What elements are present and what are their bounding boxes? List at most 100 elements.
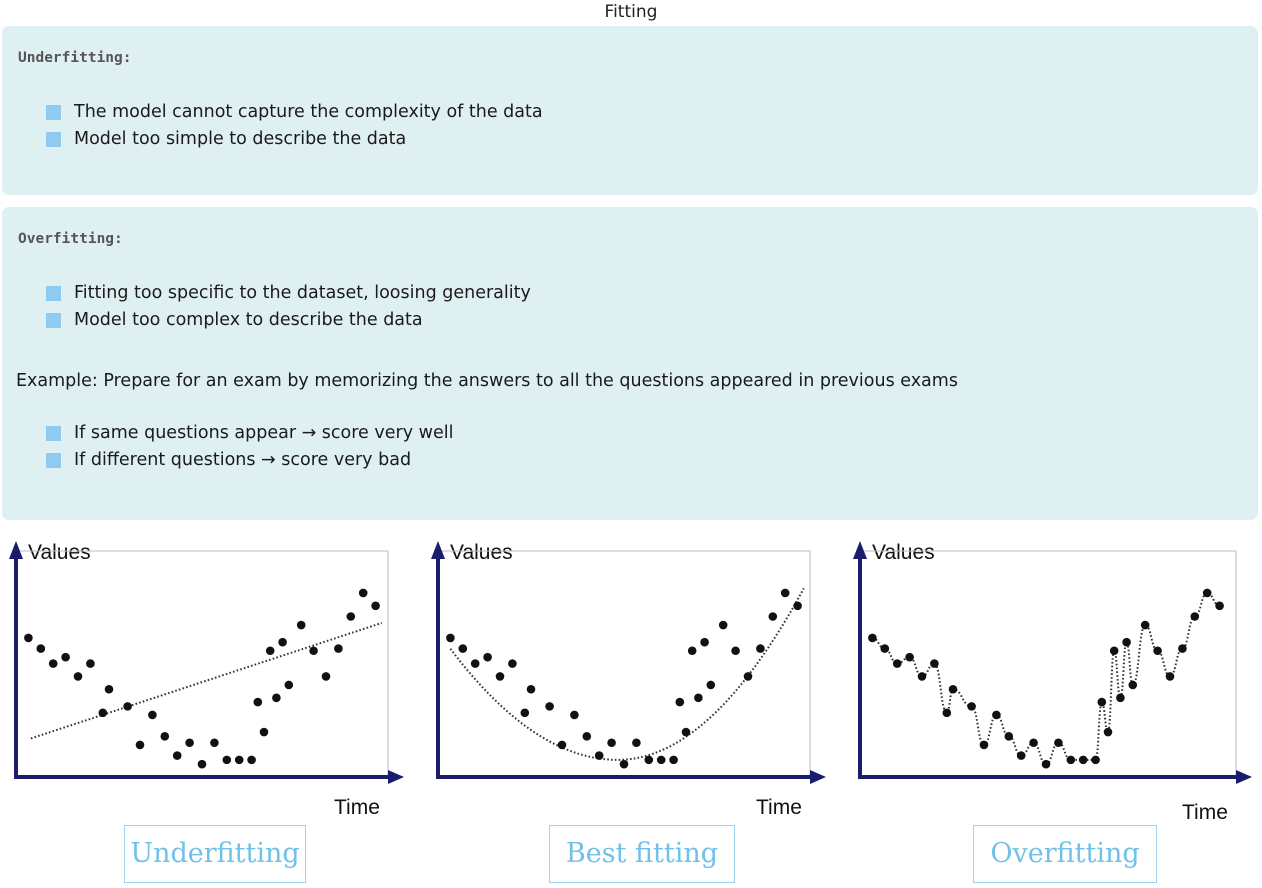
data-point bbox=[1091, 755, 1100, 765]
data-point bbox=[675, 697, 685, 707]
bullet-text: Model too complex to describe the data bbox=[74, 310, 423, 330]
underfitting-plot: Values Time bbox=[6, 535, 406, 820]
data-point bbox=[278, 637, 287, 647]
data-point bbox=[334, 644, 343, 653]
overfitting-plot-svg: Values Time bbox=[853, 541, 1252, 820]
square-bullet-icon bbox=[46, 105, 61, 120]
data-point bbox=[446, 633, 455, 643]
page-title: Fitting bbox=[604, 2, 658, 22]
data-point bbox=[135, 740, 145, 750]
data-point bbox=[1122, 637, 1131, 647]
data-point bbox=[272, 693, 281, 703]
x-axis-label: Time bbox=[1182, 801, 1228, 820]
data-point bbox=[1190, 612, 1200, 621]
y-axis-arrow-icon bbox=[9, 541, 23, 559]
data-point bbox=[24, 633, 33, 643]
square-bullet-icon bbox=[46, 132, 61, 147]
data-point bbox=[1041, 759, 1051, 769]
x-axis-arrow-icon bbox=[388, 770, 404, 784]
data-point bbox=[1202, 588, 1212, 598]
data-point bbox=[309, 646, 318, 656]
data-point bbox=[756, 644, 765, 653]
data-point bbox=[265, 646, 275, 656]
data-point bbox=[358, 588, 368, 598]
list-item: Model too complex to describe the data bbox=[46, 307, 531, 334]
data-point bbox=[967, 702, 976, 711]
data-point bbox=[1054, 738, 1063, 748]
data-point bbox=[905, 652, 914, 662]
data-point bbox=[917, 672, 927, 681]
x-axis-arrow-icon bbox=[810, 770, 826, 784]
best-fitting-plot-svg: Values Time bbox=[431, 541, 826, 819]
plot-frame bbox=[437, 550, 811, 778]
data-point bbox=[706, 680, 716, 690]
data-point bbox=[296, 620, 306, 630]
data-point bbox=[1178, 644, 1187, 653]
square-bullet-icon bbox=[46, 426, 61, 441]
data-point bbox=[458, 644, 468, 653]
bullet-text: Fitting too specific to the dataset, loo… bbox=[74, 283, 531, 303]
overfitting-plot: Values Time bbox=[850, 535, 1255, 820]
data-point bbox=[1097, 697, 1107, 707]
square-bullet-icon bbox=[46, 286, 61, 301]
bullet-text: If different questions → score very bad bbox=[74, 450, 412, 470]
data-point bbox=[61, 652, 70, 662]
data-point bbox=[197, 759, 207, 769]
data-point bbox=[1165, 672, 1175, 681]
data-point bbox=[160, 732, 170, 741]
x-axis-label: Time bbox=[756, 796, 802, 819]
square-bullet-icon bbox=[46, 453, 61, 468]
underfitting-plot-svg: Values Time bbox=[9, 541, 404, 819]
data-point bbox=[743, 672, 753, 681]
example-bullet-list: If same questions appear → score very we… bbox=[46, 420, 453, 474]
data-point bbox=[86, 659, 95, 668]
data-point bbox=[104, 684, 114, 694]
x-axis-label: Time bbox=[334, 796, 380, 819]
data-point bbox=[520, 708, 530, 718]
list-item: Model too simple to describe the data bbox=[46, 126, 543, 153]
underfitting-caption: Underfitting bbox=[124, 825, 306, 883]
underfitting-box: Underfitting: The model cannot capture t… bbox=[2, 26, 1258, 195]
list-item: If same questions appear → score very we… bbox=[46, 420, 453, 447]
data-point bbox=[1128, 680, 1138, 690]
data-point bbox=[700, 637, 709, 647]
y-axis-label: Values bbox=[450, 541, 513, 564]
data-point bbox=[992, 710, 1001, 720]
data-point bbox=[656, 755, 666, 765]
data-point bbox=[253, 697, 263, 707]
example-text: Example: Prepare for an exam by memorizi… bbox=[16, 371, 958, 391]
data-point bbox=[526, 684, 536, 694]
y-axis-label: Values bbox=[28, 541, 91, 564]
data-point bbox=[1109, 646, 1119, 656]
data-point bbox=[557, 740, 567, 750]
data-point bbox=[495, 672, 505, 681]
square-bullet-icon bbox=[46, 313, 61, 328]
data-point bbox=[508, 659, 517, 668]
underfitting-bullet-list: The model cannot capture the complexity … bbox=[46, 99, 543, 153]
data-point bbox=[36, 644, 46, 653]
data-point bbox=[793, 601, 802, 611]
data-point bbox=[718, 620, 728, 630]
data-point bbox=[1066, 755, 1076, 765]
data-point bbox=[247, 755, 256, 765]
data-point bbox=[1103, 727, 1113, 737]
data-point bbox=[1029, 738, 1038, 748]
data-point bbox=[619, 759, 629, 769]
data-point bbox=[210, 738, 219, 748]
overfitting-caption: Overfitting bbox=[973, 825, 1157, 883]
data-point bbox=[172, 751, 182, 760]
linear-fit-line bbox=[30, 621, 383, 740]
data-point bbox=[731, 646, 740, 656]
data-point bbox=[780, 588, 790, 598]
data-point bbox=[483, 652, 492, 662]
data-point bbox=[1153, 646, 1162, 656]
data-point bbox=[321, 672, 331, 681]
underfitting-heading: Underfitting: bbox=[18, 50, 132, 66]
plot-frame bbox=[859, 550, 1237, 778]
data-point bbox=[346, 612, 356, 621]
data-point bbox=[892, 659, 902, 668]
data-point bbox=[669, 755, 678, 765]
data-point bbox=[1004, 732, 1014, 741]
data-point bbox=[1016, 751, 1026, 760]
data-point bbox=[681, 727, 691, 737]
